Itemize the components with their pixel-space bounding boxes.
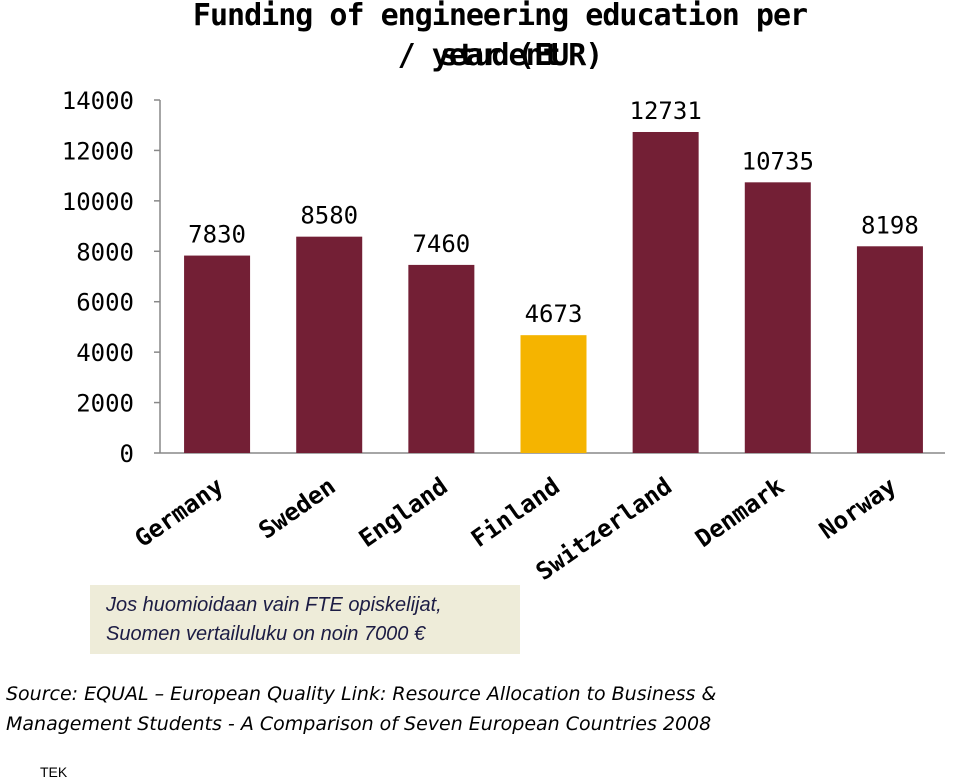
source-line-2: Management Students - A Comparison of Se… [6, 713, 712, 735]
y-tick-label: 8000 [76, 238, 134, 266]
x-tick-label-sweden: Sweden [254, 472, 341, 545]
footer-label: TEK [40, 764, 68, 780]
data-label-switzerland: 12731 [630, 97, 702, 125]
bar-sweden [296, 236, 363, 453]
x-tick-label-norway: Norway [814, 472, 901, 545]
x-tick-label-finland: Finland [466, 472, 565, 553]
data-label-germany: 7830 [188, 221, 246, 249]
data-label-norway: 8198 [861, 211, 919, 239]
note-box: Jos huomioidaan vain FTE opiskelijat, Su… [90, 585, 520, 654]
note-line-1: Jos huomioidaan vain FTE opiskelijat, [106, 594, 442, 616]
chart-title-line-2: / year (EUR) [397, 38, 604, 73]
note-line-2: Suomen vertailuluku on noin 7000 € [106, 623, 426, 645]
y-tick-label: 4000 [76, 339, 134, 367]
y-tick-label: 10000 [62, 188, 134, 216]
source-line-1: Source: EQUAL – European Quality Link: R… [6, 683, 717, 705]
y-tick-label: 14000 [62, 87, 134, 115]
x-tick-label-england: England [354, 472, 453, 553]
data-label-england: 7460 [412, 230, 470, 258]
y-tick-label: 6000 [76, 289, 134, 317]
data-label-sweden: 8580 [300, 202, 358, 230]
bar-switzerland [632, 131, 699, 453]
bar-norway [856, 246, 923, 453]
y-tick-label: 2000 [76, 390, 134, 418]
bar-germany [184, 255, 251, 453]
bar-denmark [744, 182, 811, 453]
y-tick-label: 12000 [62, 137, 134, 165]
y-tick-label: 0 [120, 440, 134, 468]
bar-finland [520, 335, 587, 453]
bar-england [408, 264, 475, 453]
data-label-finland: 4673 [525, 300, 583, 328]
x-tick-label-denmark: Denmark [690, 472, 789, 553]
data-label-denmark: 10735 [742, 147, 814, 175]
x-tick-label-germany: Germany [130, 472, 229, 553]
chart-title-line-1: Funding of engineering education per stu… [192, 0, 808, 73]
bar-chart: 0 2000 4000 6000 8000 10000 12000 14000 7830 Germ… [62, 87, 945, 586]
